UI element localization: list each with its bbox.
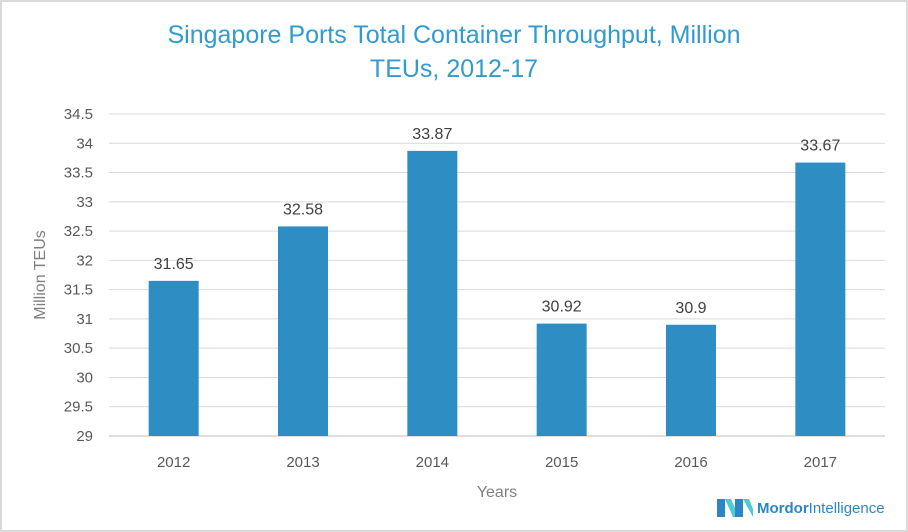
x-tick-label: 2016 (674, 454, 707, 471)
y-tick-label: 33 (76, 194, 93, 211)
data-label: 33.87 (412, 126, 452, 143)
x-tick-label: 2014 (416, 454, 449, 471)
y-tick-label: 30 (76, 369, 93, 386)
data-label: 30.92 (542, 299, 582, 316)
y-tick-label: 29 (76, 428, 93, 445)
y-tick-label: 34.5 (64, 106, 93, 123)
title-line-2: TEUs, 2012-17 (369, 55, 539, 83)
data-label: 30.9 (675, 300, 706, 317)
x-axis-label: Years (477, 484, 517, 501)
bar-2014 (407, 150, 458, 436)
bar-2017 (795, 162, 846, 437)
y-tick-label: 31.5 (64, 282, 93, 299)
y-tick-label: 33.5 (64, 165, 93, 182)
data-label: 33.67 (800, 138, 840, 155)
y-tick-label: 29.5 (64, 399, 93, 416)
logo-mark-icon (717, 499, 753, 517)
x-tick-label: 2015 (545, 454, 578, 471)
y-tick-label: 34 (76, 135, 93, 152)
x-tick-label: 2013 (286, 454, 319, 471)
data-label: 32.58 (283, 201, 323, 218)
y-tick-label: 31 (76, 311, 93, 328)
bar-2016 (666, 324, 716, 436)
y-tick-label: 32 (76, 252, 93, 269)
chart-title: Singapore Ports Total Container Throughp… (0, 18, 908, 86)
y-tick-label: 32.5 (64, 223, 93, 240)
y-axis-label: Million TEUs (32, 230, 49, 320)
x-tick-label: 2012 (157, 454, 190, 471)
logo-text-mordor: Mordor (757, 499, 809, 517)
logo-text-intelligence: Intelligence (808, 499, 885, 517)
bar-2015 (536, 323, 587, 436)
x-tick-label: 2017 (804, 454, 837, 471)
bar-2012 (148, 280, 199, 436)
data-label: 31.65 (154, 256, 194, 273)
mordor-intelligence-logo: MordorIntelligence (717, 497, 885, 519)
bar-2013 (278, 226, 328, 436)
y-tick-label: 30.5 (64, 340, 93, 357)
title-line-1: Singapore Ports Total Container Throughp… (167, 21, 741, 49)
